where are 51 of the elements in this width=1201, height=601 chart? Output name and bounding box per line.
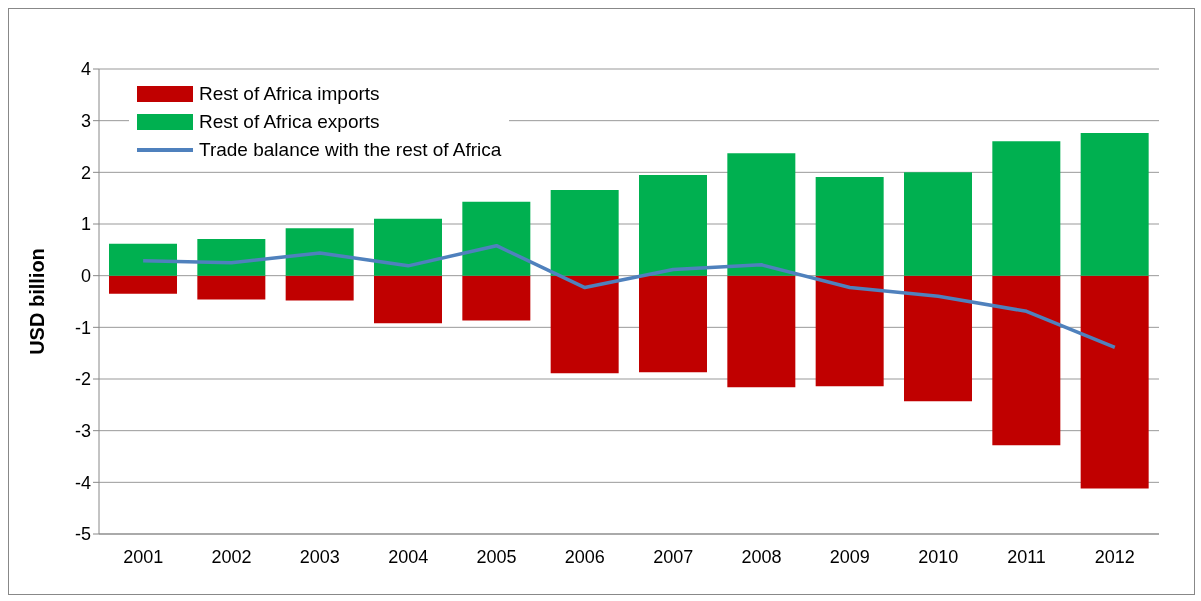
bar [904, 275, 972, 402]
bar [285, 228, 354, 276]
x-tick-label: 2002 [211, 546, 252, 567]
y-tick-label: -5 [74, 524, 91, 545]
bar [374, 218, 442, 276]
y-tick-label: 4 [80, 59, 91, 80]
y-tick-label: -1 [74, 317, 91, 338]
x-tick-label: 2006 [564, 546, 605, 567]
x-tick-label: 2010 [918, 546, 959, 567]
x-tick-label: 2007 [653, 546, 694, 567]
bar [109, 275, 177, 294]
bar [1080, 133, 1149, 276]
x-tick-label: 2004 [388, 546, 429, 567]
x-tick-label: 2012 [1094, 546, 1135, 567]
legend-label: Trade balance with the rest of Africa [199, 139, 502, 161]
bar [815, 275, 884, 387]
bar [285, 275, 354, 301]
bar [1080, 275, 1149, 489]
bar [109, 243, 177, 276]
y-tick-label: -3 [74, 421, 91, 442]
bar [639, 174, 707, 276]
x-tick-label: 2003 [299, 546, 340, 567]
bar [992, 141, 1061, 276]
x-tick-label: 2005 [476, 546, 517, 567]
x-tick-label: 2008 [741, 546, 782, 567]
bar [727, 153, 796, 276]
bar [727, 275, 796, 388]
bar [550, 275, 619, 374]
y-tick-label: -4 [74, 472, 91, 493]
y-tick-label: 1 [80, 214, 91, 235]
bar [550, 189, 619, 276]
bar [462, 275, 531, 321]
bar [904, 172, 972, 276]
line-series [141, 243, 1117, 350]
x-tick-label: 2009 [829, 546, 870, 567]
y-axis-title: USD billion [26, 248, 49, 355]
legend-label: Rest of Africa exports [199, 111, 380, 133]
bar [462, 201, 531, 276]
bar [197, 275, 266, 300]
y-tick-label: 2 [80, 162, 91, 183]
bar [197, 238, 266, 276]
bar [374, 275, 442, 324]
bar [815, 176, 884, 276]
bar [639, 275, 707, 373]
legend-label: Rest of Africa imports [199, 83, 380, 105]
y-tick-label: -2 [74, 369, 91, 390]
y-tick-label: 0 [80, 266, 91, 287]
x-tick-label: 2001 [123, 546, 164, 567]
x-tick-label: 2011 [1007, 546, 1046, 567]
y-tick-label: 3 [80, 111, 91, 132]
bar [992, 275, 1061, 446]
